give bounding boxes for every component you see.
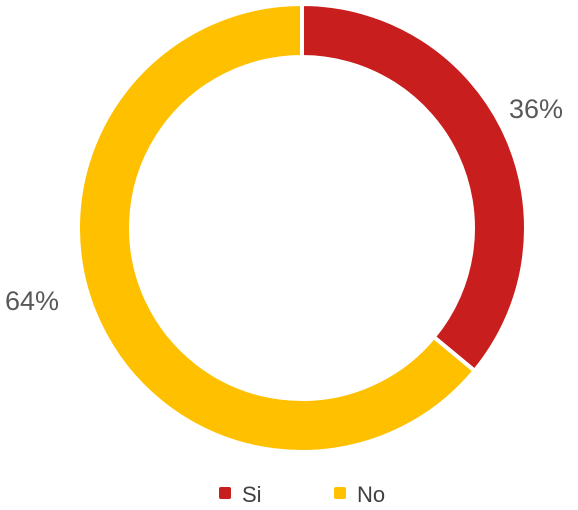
legend-swatch-no bbox=[334, 487, 346, 499]
data-label-si: 36% bbox=[509, 94, 563, 124]
slice-no bbox=[76, 1, 478, 454]
legend: Si No bbox=[219, 482, 385, 507]
donut-slices bbox=[76, 1, 528, 454]
data-label-no: 64% bbox=[5, 286, 59, 316]
legend-item-no: No bbox=[334, 482, 385, 507]
legend-item-si: Si bbox=[219, 482, 262, 507]
slice-si bbox=[300, 1, 528, 374]
legend-label-si: Si bbox=[242, 482, 262, 507]
legend-swatch-si bbox=[219, 487, 231, 499]
legend-label-no: No bbox=[357, 482, 385, 507]
data-labels: 36% 64% bbox=[5, 94, 563, 316]
